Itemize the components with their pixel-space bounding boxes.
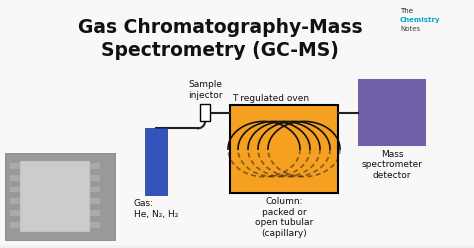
Bar xyxy=(358,79,426,146)
Text: Column:
packed or
open tubular
(capillary): Column: packed or open tubular (capillar… xyxy=(255,197,313,238)
Bar xyxy=(10,198,100,204)
Text: Sample
injector: Sample injector xyxy=(188,80,222,100)
Text: Mass
spectrometer
detector: Mass spectrometer detector xyxy=(362,150,422,180)
Bar xyxy=(10,186,100,192)
Text: Spectrometry (GC-MS): Spectrometry (GC-MS) xyxy=(101,41,339,61)
Bar xyxy=(200,104,210,121)
Bar xyxy=(10,222,100,228)
Text: The: The xyxy=(400,8,413,14)
Text: Gas Chromatography-Mass: Gas Chromatography-Mass xyxy=(78,18,362,37)
Bar xyxy=(10,175,100,181)
Bar xyxy=(10,163,100,169)
Text: Gas:
He, N₂, H₂: Gas: He, N₂, H₂ xyxy=(134,199,178,219)
Bar xyxy=(5,153,115,240)
Bar xyxy=(145,128,167,195)
Text: Chemistry: Chemistry xyxy=(400,17,441,23)
Bar xyxy=(20,161,90,232)
Bar xyxy=(10,210,100,216)
Text: Notes: Notes xyxy=(400,26,420,32)
Text: T regulated oven: T regulated oven xyxy=(232,94,309,103)
Bar xyxy=(230,105,338,193)
